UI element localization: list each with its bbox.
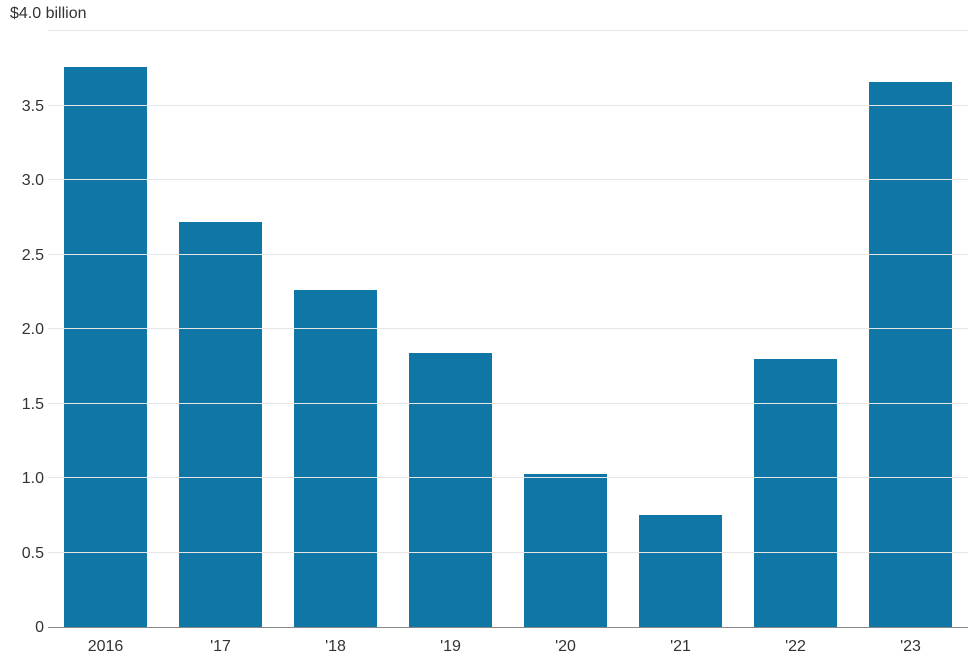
y-tick-label: 3.0 [4,172,44,190]
y-tick-label: 2.0 [4,321,44,339]
chart-container: $4.0 billion 0 0.5 1.0 1.5 2.0 2.5 3.0 3.5 2016 '… [0,0,978,672]
bar [64,67,147,627]
bar [179,222,262,627]
y-tick-label: 1.5 [4,396,44,414]
bar [409,353,492,627]
x-tick-label: '20 [555,638,576,656]
x-tick-label: '17 [210,638,231,656]
bar [869,82,952,627]
x-tick-label: 2016 [88,638,124,656]
gridline [48,403,968,404]
y-tick-label: 1.0 [4,470,44,488]
bar [754,359,837,627]
x-tick-label: '22 [785,638,806,656]
y-tick-label: 0.5 [4,545,44,563]
x-tick-label: '23 [900,638,921,656]
gridline [48,477,968,478]
bars-area [48,32,968,627]
bar [294,290,377,627]
gridline [48,254,968,255]
gridline [48,328,968,329]
gridline [48,552,968,553]
y-axis-title: $4.0 billion [10,5,87,23]
bar [639,515,722,627]
bar [524,474,607,627]
x-tick-label: '21 [670,638,691,656]
x-tick-label: '18 [325,638,346,656]
gridline [48,179,968,180]
gridline [48,105,968,106]
plot-area [48,32,968,628]
y-tick-label: 2.5 [4,247,44,265]
gridline [48,30,968,31]
y-tick-label: 3.5 [4,98,44,116]
x-tick-label: '19 [440,638,461,656]
y-tick-label: 0 [4,619,44,637]
